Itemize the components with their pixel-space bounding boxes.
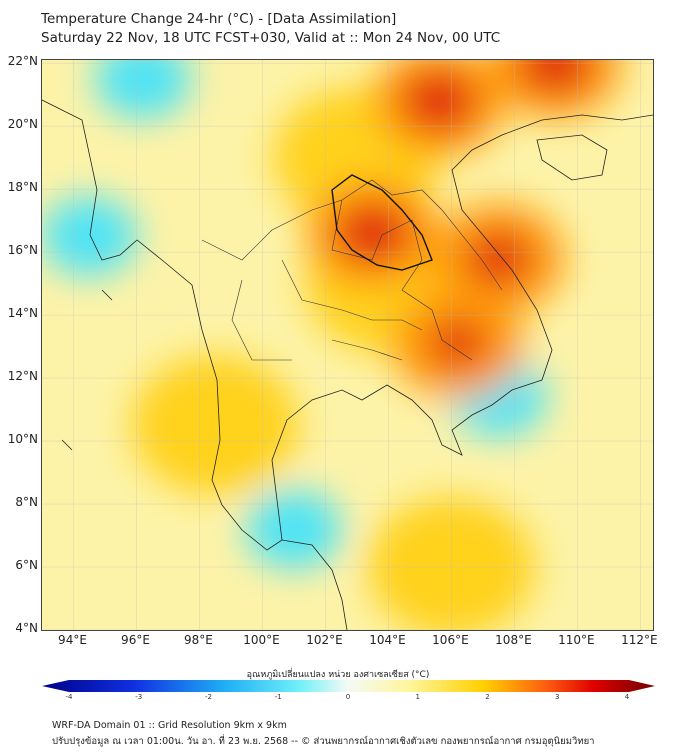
temperature-change-map — [41, 8, 654, 638]
colorbar-tick: 3 — [555, 693, 560, 701]
lat-label: 20°N — [7, 117, 38, 132]
lat-label: 12°N — [7, 369, 38, 384]
lat-label: 4°N — [15, 621, 38, 635]
lon-label: 94°E — [58, 633, 87, 647]
lon-label: 100°E — [243, 633, 280, 647]
lon-label: 96°E — [121, 633, 150, 647]
lon-label: 106°E — [432, 633, 469, 647]
lon-label: 104°E — [369, 633, 406, 647]
colorbar-tick: 1 — [415, 693, 420, 701]
chart-title: Temperature Change 24-hr (°C) - [Data As… — [41, 11, 397, 27]
lat-label: 16°N — [7, 243, 38, 258]
lat-label: 6°N — [15, 558, 38, 573]
chart-subtitle: Saturday 22 Nov, 18 UTC FCST+030, Valid … — [41, 30, 501, 46]
lon-label: 112°E — [621, 633, 658, 647]
colorbar — [42, 680, 655, 692]
malay-peninsula-anomaly — [245, 489, 342, 570]
colorbar-tick: -2 — [205, 693, 212, 701]
lon-label: 98°E — [184, 633, 213, 647]
footer-line-1: WRF-DA Domain 01 :: Grid Resolution 9km … — [52, 720, 287, 731]
colorbar-tick: -1 — [274, 693, 282, 701]
lat-label: 22°N — [7, 54, 38, 69]
central-vietnam-anomaly — [467, 232, 530, 285]
lon-label: 102°E — [306, 633, 343, 647]
footer-line-2: ปรับปรุงข้อมูล ณ เวลา 01:00น. วัน อา. ที… — [52, 736, 595, 747]
northern-vietnam-anomaly — [402, 70, 475, 131]
coastlines — [41, 99, 654, 631]
lat-label: 10°N — [7, 432, 38, 447]
lon-label: 110°E — [558, 633, 595, 647]
borders — [201, 179, 503, 361]
colorbar-tick: 4 — [624, 693, 630, 701]
lat-label: 14°N — [7, 306, 38, 321]
colorbar-tick: 0 — [345, 693, 351, 701]
colorbar-tick: -3 — [135, 693, 143, 701]
cambodia-east-anomaly — [430, 320, 486, 367]
lon-label: 108°E — [495, 633, 532, 647]
highlighted-border — [331, 174, 433, 271]
lat-label: 8°N — [15, 495, 38, 510]
colorbar-title: อุณหภูมิเปลี่ยนแปลง หน่วย องศาเซลเซียส (… — [246, 670, 430, 680]
warm-region-anomaly — [131, 355, 300, 496]
northeast-thailand-laos-anomaly — [336, 203, 409, 264]
colorbar-tick: 2 — [485, 693, 490, 701]
bay-of-bengal-north-anomaly — [41, 196, 138, 277]
colorbar-tick: -4 — [65, 693, 73, 701]
lat-label: 18°N — [7, 180, 38, 195]
